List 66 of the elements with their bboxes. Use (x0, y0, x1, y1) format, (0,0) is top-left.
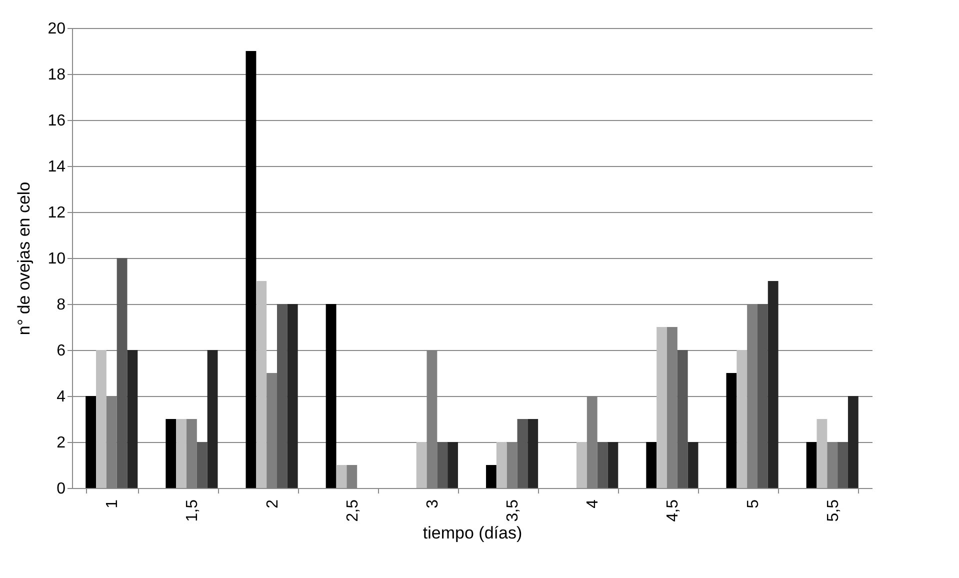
bar (506, 442, 518, 488)
bar (666, 327, 678, 488)
y-tick-label: 2 (56, 434, 66, 452)
bar (448, 442, 458, 488)
bar (196, 442, 208, 488)
bar (806, 442, 817, 488)
bar (768, 281, 778, 488)
bar (608, 442, 618, 488)
bar (757, 304, 768, 488)
y-tick-label: 20 (48, 20, 66, 38)
x-tick-label: 1,5 (184, 499, 202, 522)
x-tick-label: 3,5 (504, 499, 522, 522)
x-tick-label: 1 (104, 499, 122, 508)
bar (486, 465, 496, 488)
y-tick-label: 4 (56, 388, 66, 406)
bar (597, 442, 608, 488)
bar (726, 373, 737, 488)
bar (496, 442, 507, 488)
bar (688, 442, 698, 488)
x-tick-label: 5,5 (824, 499, 842, 522)
bar (287, 304, 298, 488)
bar (576, 442, 587, 488)
bar (186, 419, 197, 488)
x-tick-label: 5 (744, 499, 762, 508)
bar (416, 442, 427, 488)
bar (96, 350, 106, 488)
bar (528, 419, 538, 488)
y-tick-label: 16 (48, 112, 66, 130)
bar (106, 396, 117, 488)
x-axis-title: tiempo (días) (422, 524, 522, 543)
y-tick-label: 0 (56, 480, 66, 498)
x-tick-label: 3 (424, 499, 442, 508)
bar (277, 304, 288, 488)
bar (437, 442, 448, 488)
bar (646, 442, 657, 488)
bar (326, 304, 336, 488)
bar (827, 442, 838, 488)
bar (677, 350, 688, 488)
bar (656, 327, 667, 488)
bar (256, 281, 267, 488)
bar (736, 350, 748, 488)
bar (816, 419, 828, 488)
bar (517, 419, 528, 488)
bar (336, 465, 347, 488)
y-tick-label: 12 (48, 204, 66, 222)
bar (116, 258, 128, 488)
y-tick-label: 14 (48, 158, 66, 176)
bar (86, 396, 96, 488)
bar (176, 419, 187, 488)
bar (166, 419, 176, 488)
y-tick-label: 8 (56, 296, 66, 314)
bar (346, 465, 358, 488)
bar (848, 396, 858, 488)
x-tick-label: 4,5 (664, 499, 682, 522)
bar (127, 350, 138, 488)
y-tick-label: 6 (56, 342, 66, 360)
x-tick-label: 2 (264, 499, 282, 508)
bar (246, 51, 256, 488)
y-axis-title: n° de ovejas en celo (14, 182, 34, 336)
bar (266, 373, 278, 488)
y-tick-label: 18 (48, 66, 66, 84)
y-tick-label: 10 (48, 250, 66, 268)
bar (838, 442, 848, 488)
bar (207, 350, 218, 488)
x-tick-label: 4 (584, 499, 602, 508)
x-tick-label: 2,5 (344, 499, 362, 522)
